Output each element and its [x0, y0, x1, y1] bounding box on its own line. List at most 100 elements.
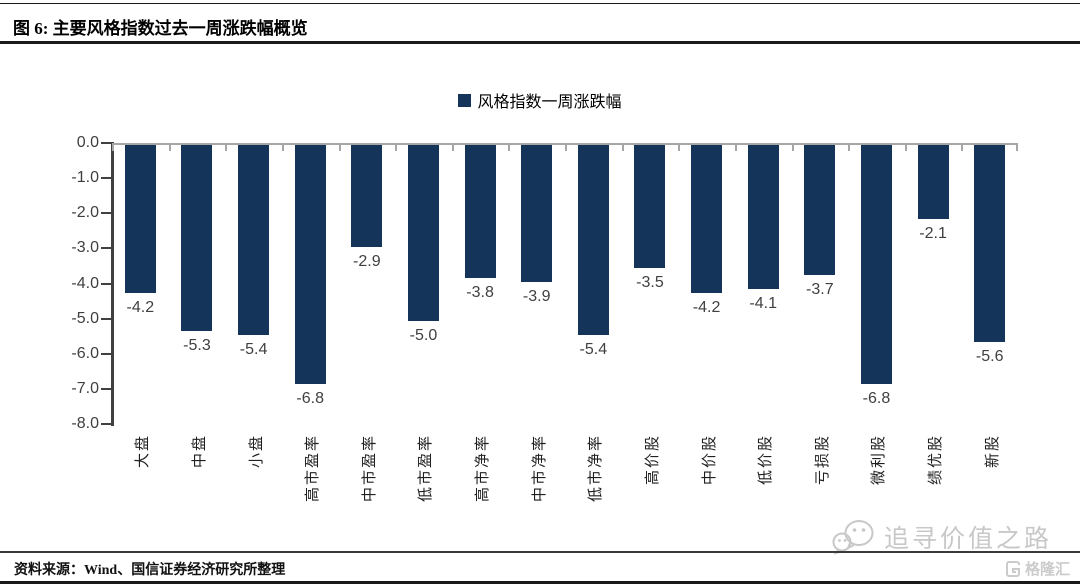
bar-中价股 — [691, 145, 723, 293]
category-boundary-tick — [451, 145, 454, 151]
bar-低市净率 — [577, 145, 609, 335]
category-boundary-tick — [565, 145, 567, 151]
gelonghui-logo-text: 格隆汇 — [1024, 561, 1070, 578]
category-boundary-tick — [508, 145, 511, 151]
x-category-label: 中市盈率 — [339, 432, 396, 542]
y-axis-tick — [101, 387, 111, 390]
bar-新股 — [974, 145, 1006, 342]
y-axis-tick-label: -8.0 — [71, 415, 99, 432]
x-category-label-text: 新股 — [983, 434, 1001, 469]
x-category-label-text: 高价股 — [643, 434, 661, 486]
y-axis-tick-label: -6.0 — [71, 344, 99, 362]
bar-中市净率 — [521, 145, 553, 282]
bar-大盘 — [124, 145, 156, 293]
x-category-label-text: 低市净率 — [587, 434, 605, 503]
bar-低市盈率 — [407, 145, 439, 321]
bar-value-label: -2.1 — [919, 224, 947, 242]
y-axis-tick-label: -2.0 — [71, 204, 99, 222]
y-axis-tick — [101, 212, 111, 215]
x-category-label: 高价股 — [622, 432, 679, 542]
zero-baseline — [112, 143, 1018, 145]
bar-亏损股 — [804, 145, 836, 275]
x-category-label-text: 微利股 — [870, 434, 888, 486]
bar-中盘 — [181, 145, 213, 332]
x-category-label: 低价股 — [735, 432, 792, 542]
source-note: 资料来源：Wind、国信证券经济研究所整理 — [14, 563, 286, 578]
x-category-label-text: 低价股 — [757, 434, 775, 486]
x-category-label-text: 中价股 — [700, 434, 718, 486]
bar-value-label: -5.6 — [975, 347, 1004, 365]
watermark: 追寻价值之路 — [832, 519, 1052, 555]
bar-高价股 — [634, 145, 666, 268]
y-axis-tick — [101, 282, 111, 285]
bar-高市净率 — [464, 145, 496, 279]
bar-value-label: -5.4 — [579, 340, 608, 358]
x-category-label: 中市净率 — [508, 432, 565, 542]
category-boundary-tick — [112, 145, 114, 151]
category-boundary-tick — [338, 145, 341, 151]
y-axis-tick-label: -3.0 — [71, 239, 99, 257]
category-boundary-tick — [395, 145, 398, 151]
x-category-label: 大盘 — [112, 432, 169, 542]
x-category-label: 小盘 — [225, 432, 282, 542]
footer-divider — [0, 551, 1080, 553]
x-category-label: 低市净率 — [565, 432, 622, 542]
bar-value-label: -4.2 — [126, 298, 155, 316]
y-axis-tick-label: -7.0 — [71, 379, 99, 397]
y-axis-tick — [101, 247, 111, 250]
category-boundary-tick — [168, 145, 171, 151]
x-category-label: 高市盈率 — [282, 432, 339, 542]
title-divider — [0, 41, 1080, 44]
bottom-rule — [0, 581, 1080, 584]
x-category-label-text: 高市净率 — [474, 434, 492, 503]
x-category-label-text: 绩优股 — [927, 434, 945, 486]
bar-value-label: -4.1 — [749, 295, 777, 312]
y-axis-tick-label: -5.0 — [71, 309, 99, 327]
bar-value-label: -6.8 — [862, 389, 891, 407]
x-category-label: 高市净率 — [452, 432, 509, 542]
y-axis-tick — [101, 142, 111, 144]
category-boundary-tick — [1016, 145, 1018, 151]
y-axis-labels: 0.0 -1.0 -2.0 -3.0 -4.0 -5.0 -6.0 -7.0 -8.0 — [0, 134, 99, 432]
top-rule — [0, 3, 1080, 4]
category-boundary-tick — [281, 145, 284, 151]
bar-value-label: -3.9 — [522, 287, 551, 305]
watermark-text: 追寻价值之路 — [883, 526, 1052, 553]
category-boundary-tick — [734, 145, 737, 151]
y-axis-line — [111, 142, 114, 426]
gelonghui-logo: 格隆汇 — [1005, 558, 1070, 579]
bar-value-label: -4.2 — [692, 298, 721, 316]
category-boundary-tick — [791, 145, 794, 151]
bar-value-label: -3.7 — [806, 280, 834, 298]
plot-area: -4.2 -5.3 -5.4 -6.8 -2.9 -5.0 -3.8 -3.9 -5.4 -3.5… — [101, 142, 1018, 426]
y-axis-tick — [101, 352, 111, 355]
x-category-label: 中盘 — [169, 432, 226, 542]
y-axis-tick-label: 0.0 — [76, 134, 99, 151]
x-category-label-text: 高市盈率 — [304, 434, 322, 503]
y-axis-tick-label: -4.0 — [71, 274, 99, 292]
figure-title: 图 6: 主要风格指数过去一周涨跌幅概览 — [13, 19, 308, 38]
x-category-label-text: 小盘 — [247, 434, 265, 469]
bar-value-label: -3.8 — [466, 284, 494, 302]
x-category-label-text: 中盘 — [190, 434, 208, 469]
category-boundary-tick — [225, 145, 228, 151]
legend-marker-square-icon — [458, 93, 472, 107]
chart-legend: 风格指数一周涨跌幅 — [0, 88, 1080, 112]
x-category-label-text: 中市盈率 — [360, 434, 378, 503]
bar-value-label: -5.4 — [239, 340, 268, 358]
bar-value-label: -3.5 — [636, 273, 664, 291]
bar-低价股 — [747, 145, 779, 289]
bar-绩优股 — [917, 145, 949, 219]
category-boundary-tick — [904, 145, 907, 151]
bar-value-label: -5.3 — [183, 337, 211, 355]
category-boundary-tick — [621, 145, 624, 151]
category-boundary-tick — [961, 145, 964, 151]
x-category-label-text: 大盘 — [134, 434, 152, 469]
gelonghui-g-icon — [1005, 560, 1020, 577]
bar-value-label: -5.0 — [409, 326, 438, 344]
legend-label: 风格指数一周涨跌幅 — [477, 94, 622, 111]
x-category-label: 低市盈率 — [395, 432, 452, 542]
x-category-label: 中价股 — [678, 432, 735, 542]
x-category-label-text: 亏损股 — [813, 434, 831, 486]
